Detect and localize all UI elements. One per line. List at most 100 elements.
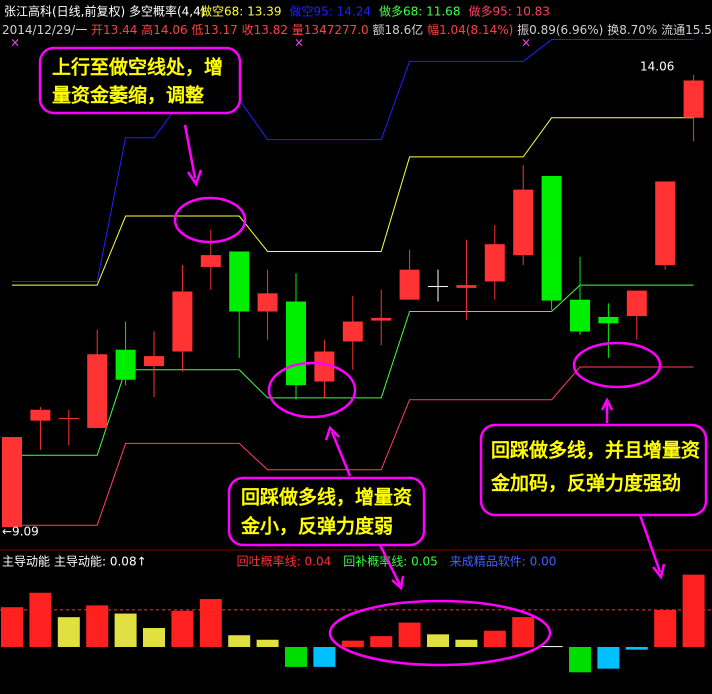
marker: ×: [294, 36, 304, 50]
candle-body: [371, 317, 392, 321]
candle-body: [342, 321, 363, 342]
highlight: [328, 599, 552, 667]
indicator-line: [12, 117, 694, 286]
legend-entry: 回吐概率线: 0.04: [237, 554, 332, 569]
arrow: [183, 124, 197, 179]
note-text: 金加码，反弹力度强劲: [490, 472, 681, 495]
low-label: ←9.09: [2, 525, 39, 539]
info-item: 量1347277.0: [292, 23, 369, 37]
info-item: 收13.82: [242, 23, 288, 37]
candle-body: [655, 181, 676, 266]
candle-body: [484, 244, 505, 282]
marker: ×: [521, 36, 531, 50]
candle-body: [87, 354, 108, 428]
info-item: 换8.70%: [607, 23, 657, 37]
bar: [370, 636, 393, 647]
arrow: [638, 514, 662, 573]
legend: 做空68: 13.39 做空95: 14.24 做多68: 11.68 做多95: 1…: [200, 4, 550, 19]
highlight: [173, 196, 247, 244]
info-item: 高14.06: [141, 22, 187, 37]
candle-body: [683, 80, 704, 118]
candle-body: [598, 316, 619, 324]
bar: [483, 630, 506, 647]
legend-entry: 主导动能: 0.08↑: [54, 555, 147, 569]
indicator-line: [12, 39, 694, 282]
arrow-head: [600, 397, 614, 411]
candle-body: [456, 285, 477, 288]
candle-body: [58, 417, 79, 419]
candle-body: [570, 299, 590, 332]
bar: [171, 610, 194, 647]
note-text: 回踩做多线，增量资: [241, 486, 412, 509]
legend-entry: 回补概率线: 0.05: [343, 554, 438, 569]
note-box: [227, 476, 426, 547]
info-item: 流通15.5亿: [661, 22, 712, 37]
note-text: 回踩做多线，并且增量资: [491, 439, 700, 462]
bar: [540, 646, 563, 648]
bar: [199, 599, 222, 647]
legend-entry: 做空68: 13.39: [200, 4, 281, 19]
bar: [512, 617, 535, 647]
panel-title: 主导动能: [2, 555, 50, 569]
bar: [114, 613, 137, 647]
legend-entry: 做多68: 11.68: [379, 4, 460, 19]
candle-body: [172, 291, 193, 352]
candle-body: [115, 349, 136, 380]
bar: [569, 646, 591, 673]
bar: [1, 607, 23, 647]
legend-entry: 来成精品软件: 0.00: [450, 555, 557, 569]
note-text: 量资金萎缩，调整: [52, 84, 204, 107]
arrow: [330, 431, 352, 477]
candle-body: [399, 269, 420, 300]
info-item: 幅1.04(8.14%): [427, 22, 513, 37]
bar: [625, 646, 648, 650]
info-line: 2014/12/29/一 开13.44 高14.06 低13.17 收13.82…: [2, 22, 712, 37]
bar: [398, 622, 421, 647]
info-item: 额18.6亿: [373, 22, 424, 37]
arrow-head: [324, 425, 340, 441]
candle-body: [30, 409, 51, 421]
candle-body: [144, 356, 164, 367]
bar: [256, 639, 279, 647]
candle-body: [314, 351, 335, 382]
info-item: 2014/12/29/一: [2, 23, 87, 37]
annotation-shapes: [38, 46, 708, 667]
note-text: 金小，反弹力度弱: [240, 515, 393, 538]
note-box: [479, 423, 708, 517]
candle-body: [626, 290, 647, 317]
chart-title: 张江高科(日线,前复权) 多空概率(4,4): [4, 4, 205, 19]
bar: [143, 628, 165, 647]
info-item: 低13.17: [191, 23, 237, 37]
info-item: 开13.44: [91, 23, 137, 37]
marker: ×: [10, 36, 20, 50]
candle-body: [513, 189, 534, 256]
bar: [228, 635, 251, 647]
bar: [341, 640, 364, 647]
bar: [86, 605, 109, 647]
info-item: 振0.89(6.96%): [517, 23, 603, 37]
highlight: [572, 341, 662, 389]
bar: [654, 609, 677, 647]
bar: [29, 592, 52, 647]
note-box: [38, 46, 242, 115]
note-text: 上行至做空线处，增: [52, 56, 223, 79]
indicator-line: [12, 366, 694, 526]
candle-body: [541, 175, 562, 301]
candle-body: [2, 437, 22, 528]
arrow-head: [186, 169, 203, 187]
candle-body: [229, 251, 250, 312]
bar: [427, 634, 449, 647]
bar: [313, 646, 336, 667]
candle-body: [286, 301, 306, 386]
candle-body: [428, 286, 448, 288]
arrow-head: [391, 575, 405, 591]
arrow-head: [652, 563, 666, 580]
arrow: [378, 544, 402, 586]
bar: [285, 646, 307, 667]
bar: [682, 574, 705, 647]
bar: [455, 639, 478, 647]
high-label: 14.06: [640, 60, 674, 74]
legend-entry: 做空95: 14.24: [289, 4, 370, 19]
legend-entry: 做多95: 10.83: [468, 4, 549, 19]
